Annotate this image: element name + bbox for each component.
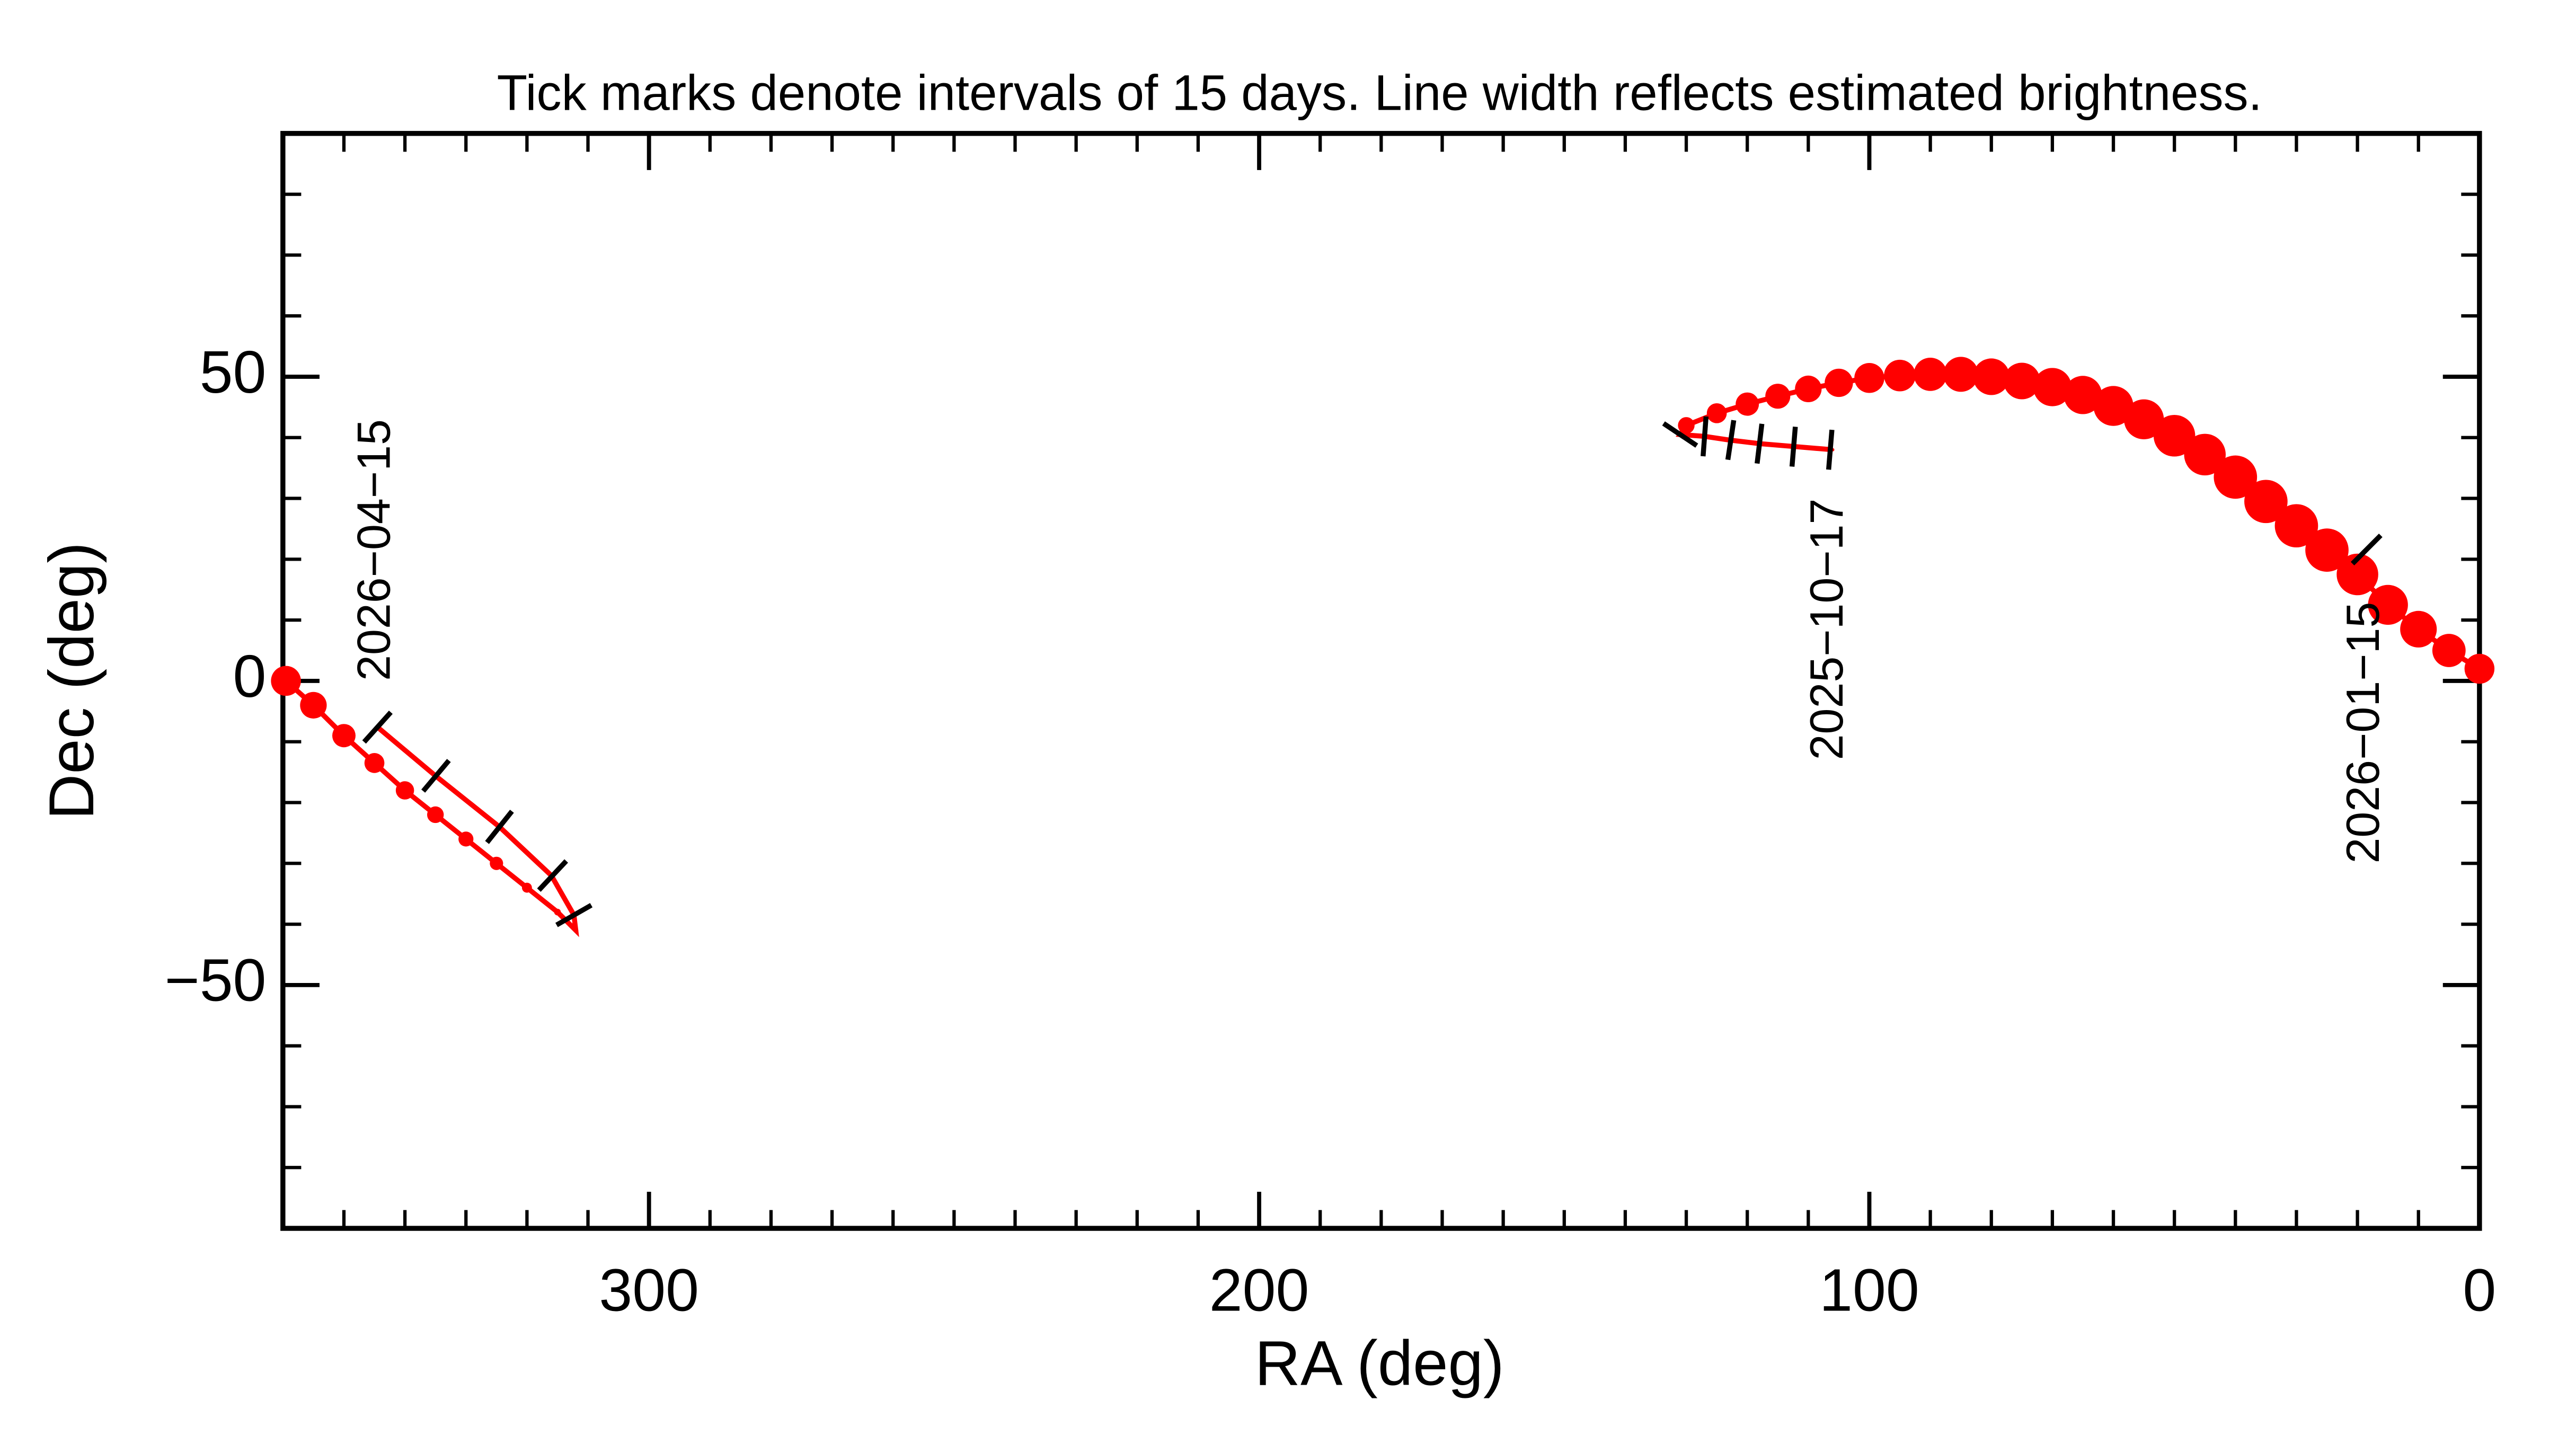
y-tick-label: 50 (200, 339, 267, 405)
date-label: 2025−10−17 (1800, 499, 1853, 760)
x-tick-label: 0 (2463, 1257, 2496, 1324)
date-tick (362, 710, 393, 744)
date-label: 2026−01−15 (2336, 602, 2389, 864)
date-tick (537, 859, 568, 892)
x-tick-label: 200 (1209, 1257, 1309, 1324)
date-tick (555, 903, 593, 927)
x-tick-label: 100 (1819, 1257, 1919, 1324)
date-tick (421, 759, 451, 793)
date-tick (1701, 416, 1709, 457)
date-tick (1725, 420, 1737, 460)
date-tick (1826, 429, 1835, 470)
y-tick-label: 0 (233, 643, 267, 710)
x-tick-label: 300 (599, 1257, 699, 1324)
x-axis-title: RA (deg) (1255, 1328, 1504, 1398)
date-tick (2350, 533, 2383, 565)
plot-frame (280, 131, 2482, 1231)
date-tick (485, 810, 514, 844)
date-tick (1755, 423, 1765, 464)
track-line (284, 371, 2481, 937)
y-tick-label: −50 (165, 947, 267, 1014)
chart-title: Tick marks denote intervals of 15 days. … (497, 65, 2262, 121)
date-label: 2026−04−15 (348, 419, 400, 681)
date-tick (1662, 421, 1698, 448)
y-axis-title: Dec (deg) (37, 542, 107, 820)
date-tick (1789, 427, 1798, 467)
